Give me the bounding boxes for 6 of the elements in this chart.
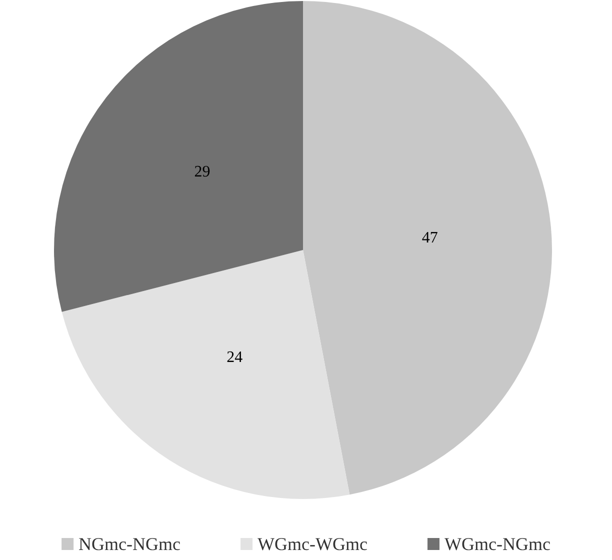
legend-label: WGmc-WGmc <box>258 534 368 554</box>
legend-label: WGmc-NGmc <box>444 534 550 554</box>
legend-label: NGmc-NGmc <box>78 534 181 554</box>
data-label: 47 <box>422 230 438 246</box>
data-label: 29 <box>194 163 210 180</box>
data-label: 24 <box>226 349 243 366</box>
